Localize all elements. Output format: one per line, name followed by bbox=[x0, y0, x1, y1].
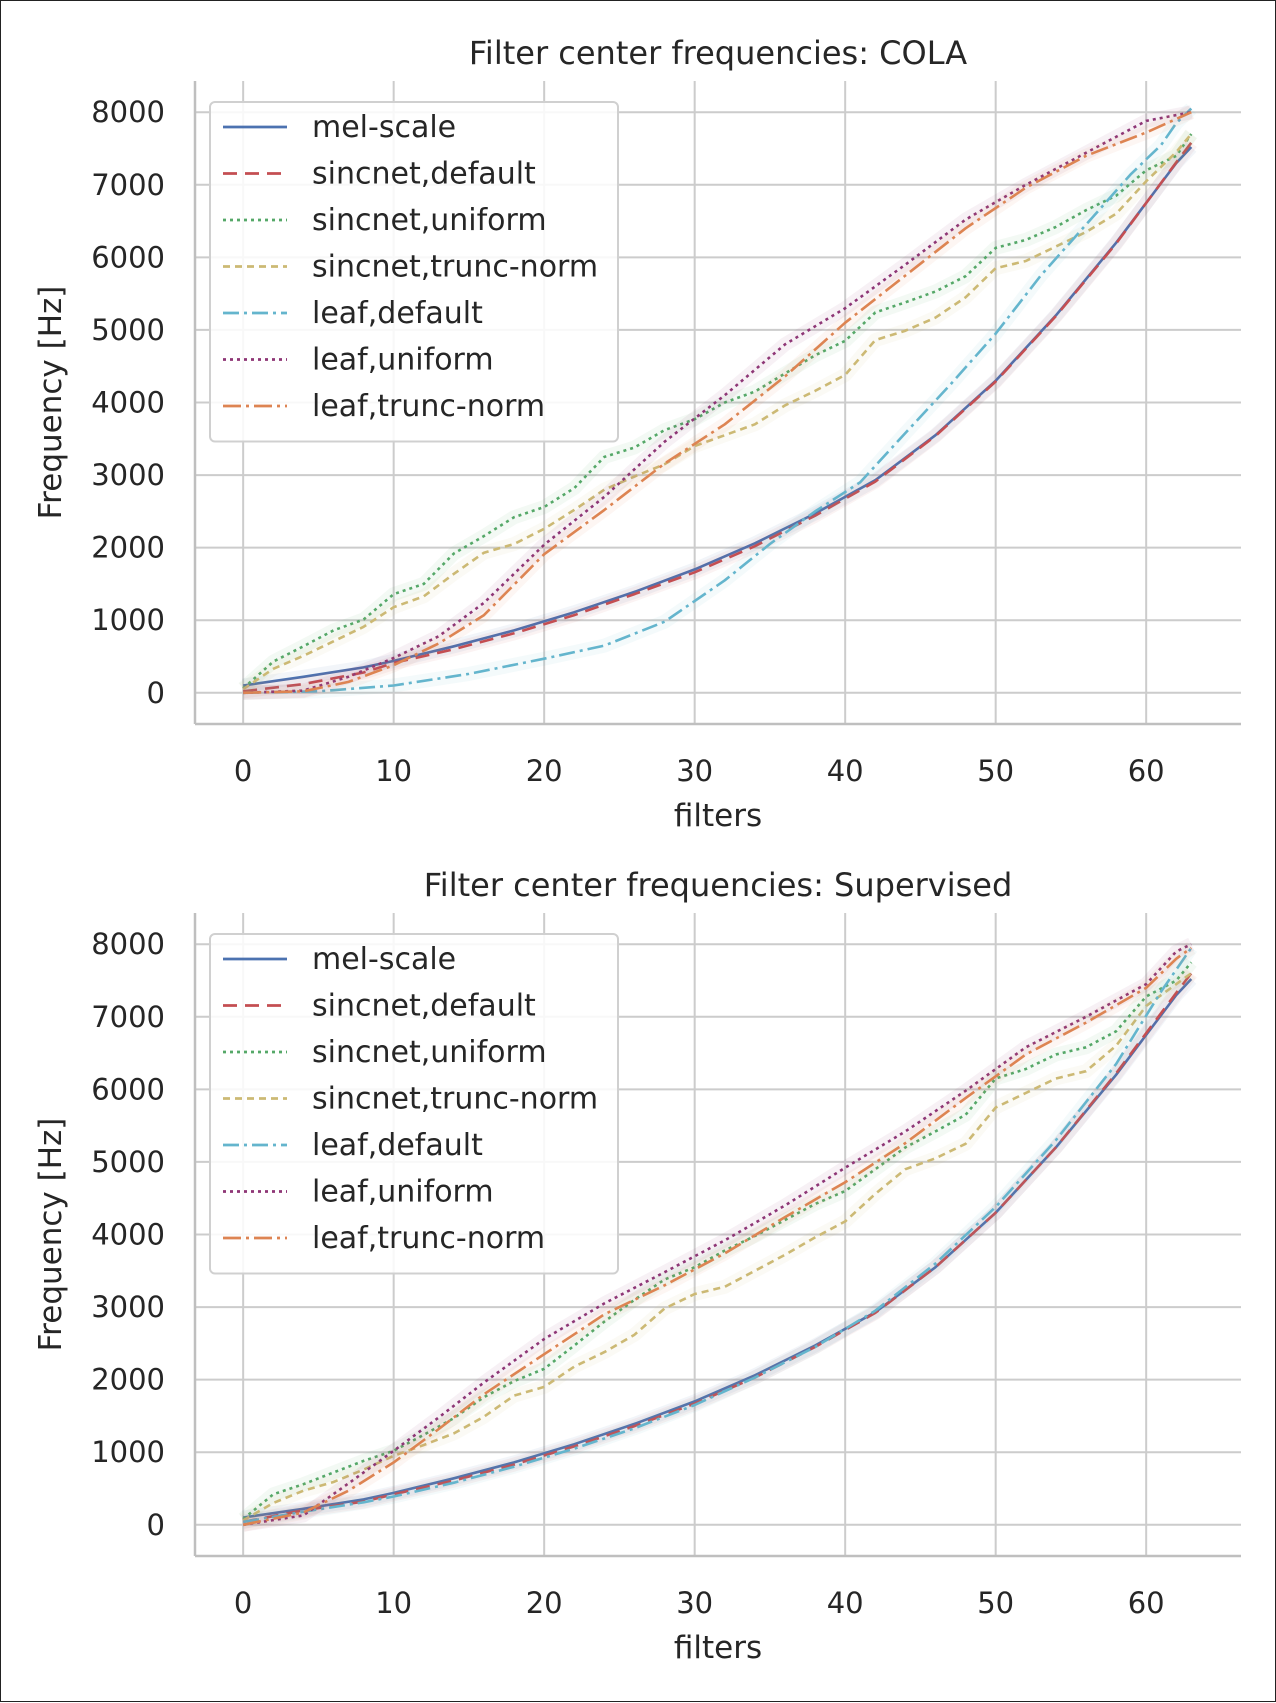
x-tick-label: 10 bbox=[375, 754, 412, 788]
x-tick-label: 60 bbox=[1128, 754, 1165, 788]
x-tick-label: 40 bbox=[827, 754, 864, 788]
y-tick-label: 4000 bbox=[91, 386, 165, 420]
legend-entry: sincnet,default bbox=[312, 157, 536, 192]
y-tick-label: 3000 bbox=[91, 458, 165, 492]
series-line-sincnet-default bbox=[242, 972, 1193, 1524]
y-tick-label: 2000 bbox=[91, 531, 165, 565]
series-line-leaf-default bbox=[243, 107, 1193, 695]
chart-title: Filter center frequencies: COLA bbox=[469, 34, 967, 72]
x-tick-label: 0 bbox=[234, 754, 252, 788]
y-tick-label: 1000 bbox=[91, 1435, 165, 1469]
series-line-sincnet-trunc-norm bbox=[242, 972, 1193, 1522]
y-tick-label: 2000 bbox=[91, 1363, 165, 1397]
y-tick-label: 8000 bbox=[91, 927, 165, 961]
legend-entry: leaf,default bbox=[312, 296, 483, 331]
x-axis-title: filters bbox=[674, 1630, 762, 1666]
y-tick-label: 4000 bbox=[91, 1218, 165, 1252]
legend-entry: sincnet,trunc-norm bbox=[312, 250, 598, 285]
y-tick-label: 5000 bbox=[91, 1145, 165, 1179]
y-tick-label: 5000 bbox=[91, 313, 165, 347]
x-tick-label: 20 bbox=[526, 754, 563, 788]
legend-entry: leaf,uniform bbox=[312, 1175, 494, 1210]
y-tick-label: 0 bbox=[147, 1508, 165, 1542]
legend-entry: leaf,trunc-norm bbox=[312, 389, 545, 424]
y-tick-label: 7000 bbox=[91, 168, 165, 202]
legend-entry: sincnet,trunc-norm bbox=[312, 1082, 598, 1117]
x-tick-label: 50 bbox=[977, 754, 1014, 788]
legend-entry: sincnet,default bbox=[312, 989, 536, 1024]
series-line-sincnet-uniform bbox=[242, 961, 1193, 1521]
x-tick-label: 0 bbox=[234, 1586, 252, 1620]
x-tick-label: 10 bbox=[375, 1586, 412, 1620]
y-axis-title: Frequency [Hz] bbox=[33, 286, 69, 520]
y-tick-label: 1000 bbox=[91, 603, 165, 637]
legend-box bbox=[209, 933, 619, 1275]
series-line-leaf-trunc-norm bbox=[243, 111, 1192, 695]
series-line-sincnet-default bbox=[243, 141, 1193, 693]
legend-entry: mel-scale bbox=[312, 110, 456, 145]
legend-entry: leaf,default bbox=[312, 1128, 483, 1163]
y-tick-label: 7000 bbox=[91, 1000, 165, 1034]
legend-box bbox=[209, 101, 619, 443]
y-tick-label: 6000 bbox=[91, 240, 165, 274]
chart-title: Filter center frequencies: Supervised bbox=[424, 866, 1013, 904]
series-line-leaf-default bbox=[242, 947, 1193, 1524]
legend-entry: leaf,uniform bbox=[312, 343, 494, 378]
series-line-leaf-uniform bbox=[243, 110, 1192, 695]
legend-entry: sincnet,uniform bbox=[312, 203, 547, 238]
x-tick-label: 50 bbox=[977, 1586, 1014, 1620]
chart-supervised: 0 10 20 30 40 50 60 0 1000 2000 3000 4000 5000 6000 70… bbox=[33, 866, 1241, 1666]
series-band bbox=[242, 937, 1195, 1532]
y-tick-label: 0 bbox=[147, 676, 165, 710]
series-line-leaf-trunc-norm bbox=[242, 946, 1193, 1527]
x-tick-label: 30 bbox=[676, 754, 713, 788]
x-tick-label: 20 bbox=[526, 1586, 563, 1620]
x-tick-label: 40 bbox=[827, 1586, 864, 1620]
legend-entry: sincnet,uniform bbox=[312, 1035, 547, 1070]
chart-cola: 0 10 20 30 40 50 60 0 1000 2000 3000 4000 5000 6000 70… bbox=[33, 34, 1241, 834]
y-axis-title: Frequency [Hz] bbox=[33, 1118, 69, 1352]
x-tick-label: 30 bbox=[676, 1586, 713, 1620]
legend-entry: mel-scale bbox=[312, 942, 456, 977]
legend-entry: leaf,trunc-norm bbox=[312, 1221, 545, 1256]
x-axis-title: filters bbox=[674, 798, 762, 834]
y-tick-label: 3000 bbox=[91, 1290, 165, 1324]
y-tick-label: 6000 bbox=[91, 1072, 165, 1106]
x-tick-label: 60 bbox=[1128, 1586, 1165, 1620]
y-tick-label: 8000 bbox=[91, 95, 165, 129]
series-line-sincnet-uniform bbox=[242, 133, 1193, 690]
series-line-sincnet-trunc-norm bbox=[242, 133, 1193, 691]
